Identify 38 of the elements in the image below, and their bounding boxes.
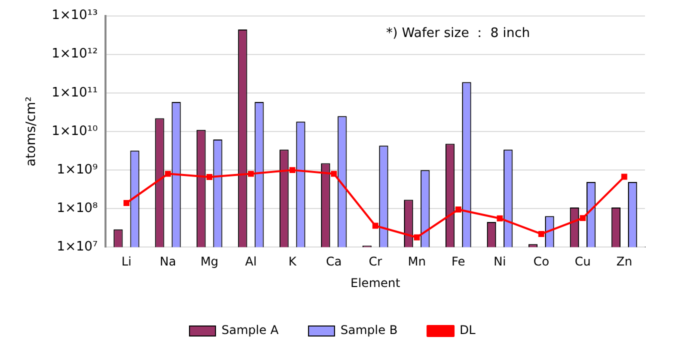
x-tick-label: Cu <box>574 254 591 269</box>
y-tick-label: 1×10⁸ <box>56 201 98 216</box>
point <box>538 231 544 237</box>
legend-label: DL <box>460 323 476 338</box>
x-tick-label: Ca <box>326 254 342 269</box>
y-tick-label: 1×10⁷ <box>56 240 98 255</box>
x-tick-label: Li <box>121 254 132 269</box>
y-axis-title: atoms/cm² <box>24 96 40 166</box>
y-tick-label: 1×10¹³ <box>52 8 98 24</box>
point <box>372 222 378 229</box>
point <box>248 170 254 177</box>
x-tick-label: Mg <box>200 254 218 269</box>
y-tick-label: 1×10¹¹ <box>52 85 98 100</box>
point <box>580 215 586 222</box>
legend-label: Sample B <box>340 323 398 338</box>
y-tick-label: 1×10⁹ <box>56 162 98 178</box>
x-tick-label: Na <box>160 254 176 269</box>
x-tick-label: Ni <box>494 254 506 269</box>
point <box>123 200 130 206</box>
point <box>206 174 212 180</box>
x-tick-label: Al <box>245 254 257 269</box>
legend-label: Sample A <box>222 323 280 338</box>
point <box>496 215 503 222</box>
point <box>455 206 462 212</box>
point <box>164 170 171 177</box>
x-tick-label: Co <box>533 254 550 269</box>
y-tick-label: 1×10¹⁰ <box>52 124 98 139</box>
annotation: *) Wafer size ： 8 inch <box>386 26 530 42</box>
x-axis-title: Element <box>350 276 400 290</box>
x-tick-label: Mn <box>408 254 426 269</box>
x-tick-label: K <box>288 254 298 269</box>
point <box>330 170 337 177</box>
point <box>414 234 420 240</box>
y-tick-label: 1×10¹² <box>52 46 98 62</box>
x-tick-label: Zn <box>616 254 632 269</box>
point <box>289 167 296 174</box>
x-tick-label: Fe <box>452 254 466 269</box>
x-tick-label: Cr <box>368 254 382 269</box>
